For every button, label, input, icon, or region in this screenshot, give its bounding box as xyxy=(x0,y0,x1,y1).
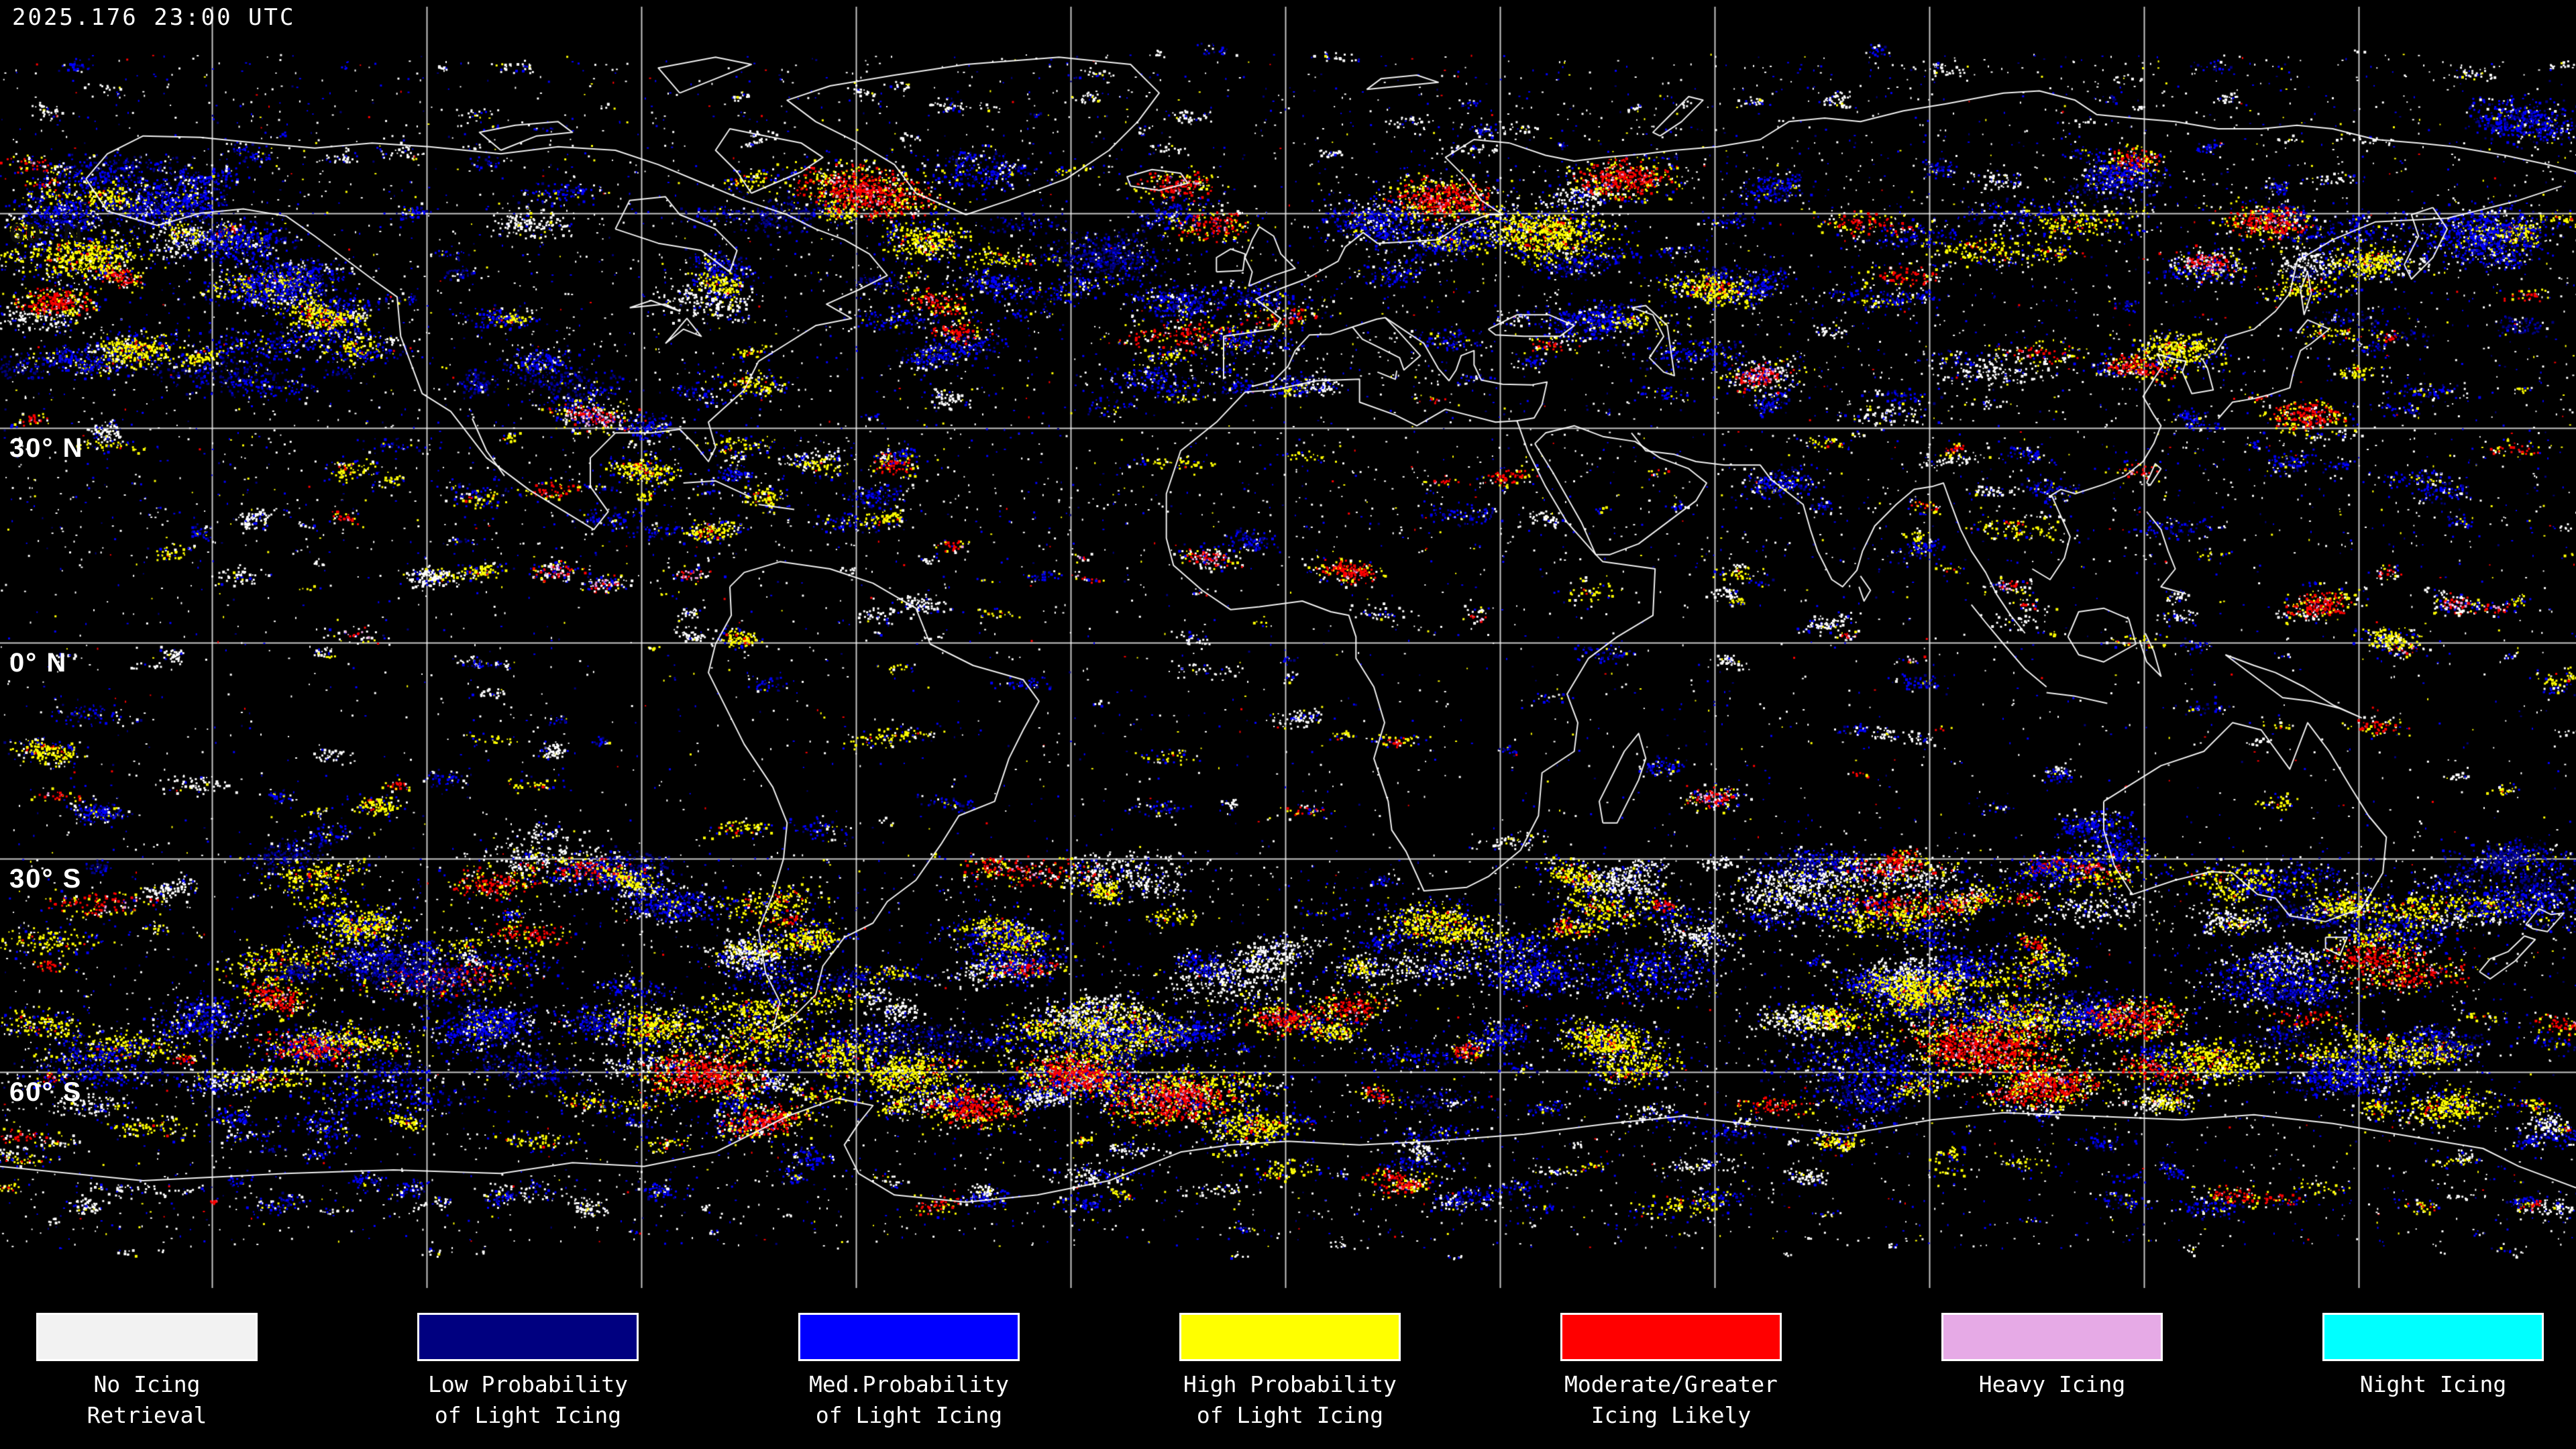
legend-swatch-night xyxy=(2322,1313,2544,1361)
legend-label-high-prob: High Probability of Light Icing xyxy=(1183,1371,1397,1428)
legend-label-heavy: Heavy Icing xyxy=(1978,1371,2126,1397)
lat-label-60s: 60° S xyxy=(9,1077,83,1107)
legend-item-med-prob: Med.Probability of Light Icing xyxy=(735,1313,1083,1430)
map-canvas xyxy=(0,0,2576,1305)
lat-label-0n: 0° N xyxy=(9,648,68,678)
legend-label-med-prob: Med.Probability of Light Icing xyxy=(808,1371,1009,1428)
legend-label-no-icing: No Icing Retrieval xyxy=(87,1371,207,1428)
timestamp: 2025.176 23:00 UTC xyxy=(12,4,296,31)
legend: No Icing Retrieval Low Probability of Li… xyxy=(0,1305,2576,1449)
legend-item-moderate: Moderate/Greater Icing Likely xyxy=(1497,1313,1845,1430)
legend-label-low-prob: Low Probability of Light Icing xyxy=(427,1371,628,1428)
legend-item-night: Night Icing xyxy=(2259,1313,2576,1400)
legend-label-night: Night Icing xyxy=(2359,1371,2507,1397)
lat-label-30s: 30° S xyxy=(9,864,83,894)
legend-swatch-no-icing xyxy=(36,1313,258,1361)
legend-swatch-moderate xyxy=(1560,1313,1782,1361)
lat-label-30n: 30° N xyxy=(9,433,84,463)
legend-swatch-med-prob xyxy=(798,1313,1020,1361)
legend-swatch-low-prob xyxy=(417,1313,639,1361)
legend-swatch-heavy xyxy=(1941,1313,2163,1361)
legend-item-low-prob: Low Probability of Light Icing xyxy=(354,1313,702,1430)
lat-label-60n: 60° N xyxy=(9,219,84,248)
legend-swatch-high-prob xyxy=(1179,1313,1401,1361)
legend-item-high-prob: High Probability of Light Icing xyxy=(1116,1313,1464,1430)
legend-label-moderate: Moderate/Greater Icing Likely xyxy=(1564,1371,1778,1428)
legend-item-heavy: Heavy Icing xyxy=(1878,1313,2226,1400)
legend-item-no-icing: No Icing Retrieval xyxy=(0,1313,321,1430)
